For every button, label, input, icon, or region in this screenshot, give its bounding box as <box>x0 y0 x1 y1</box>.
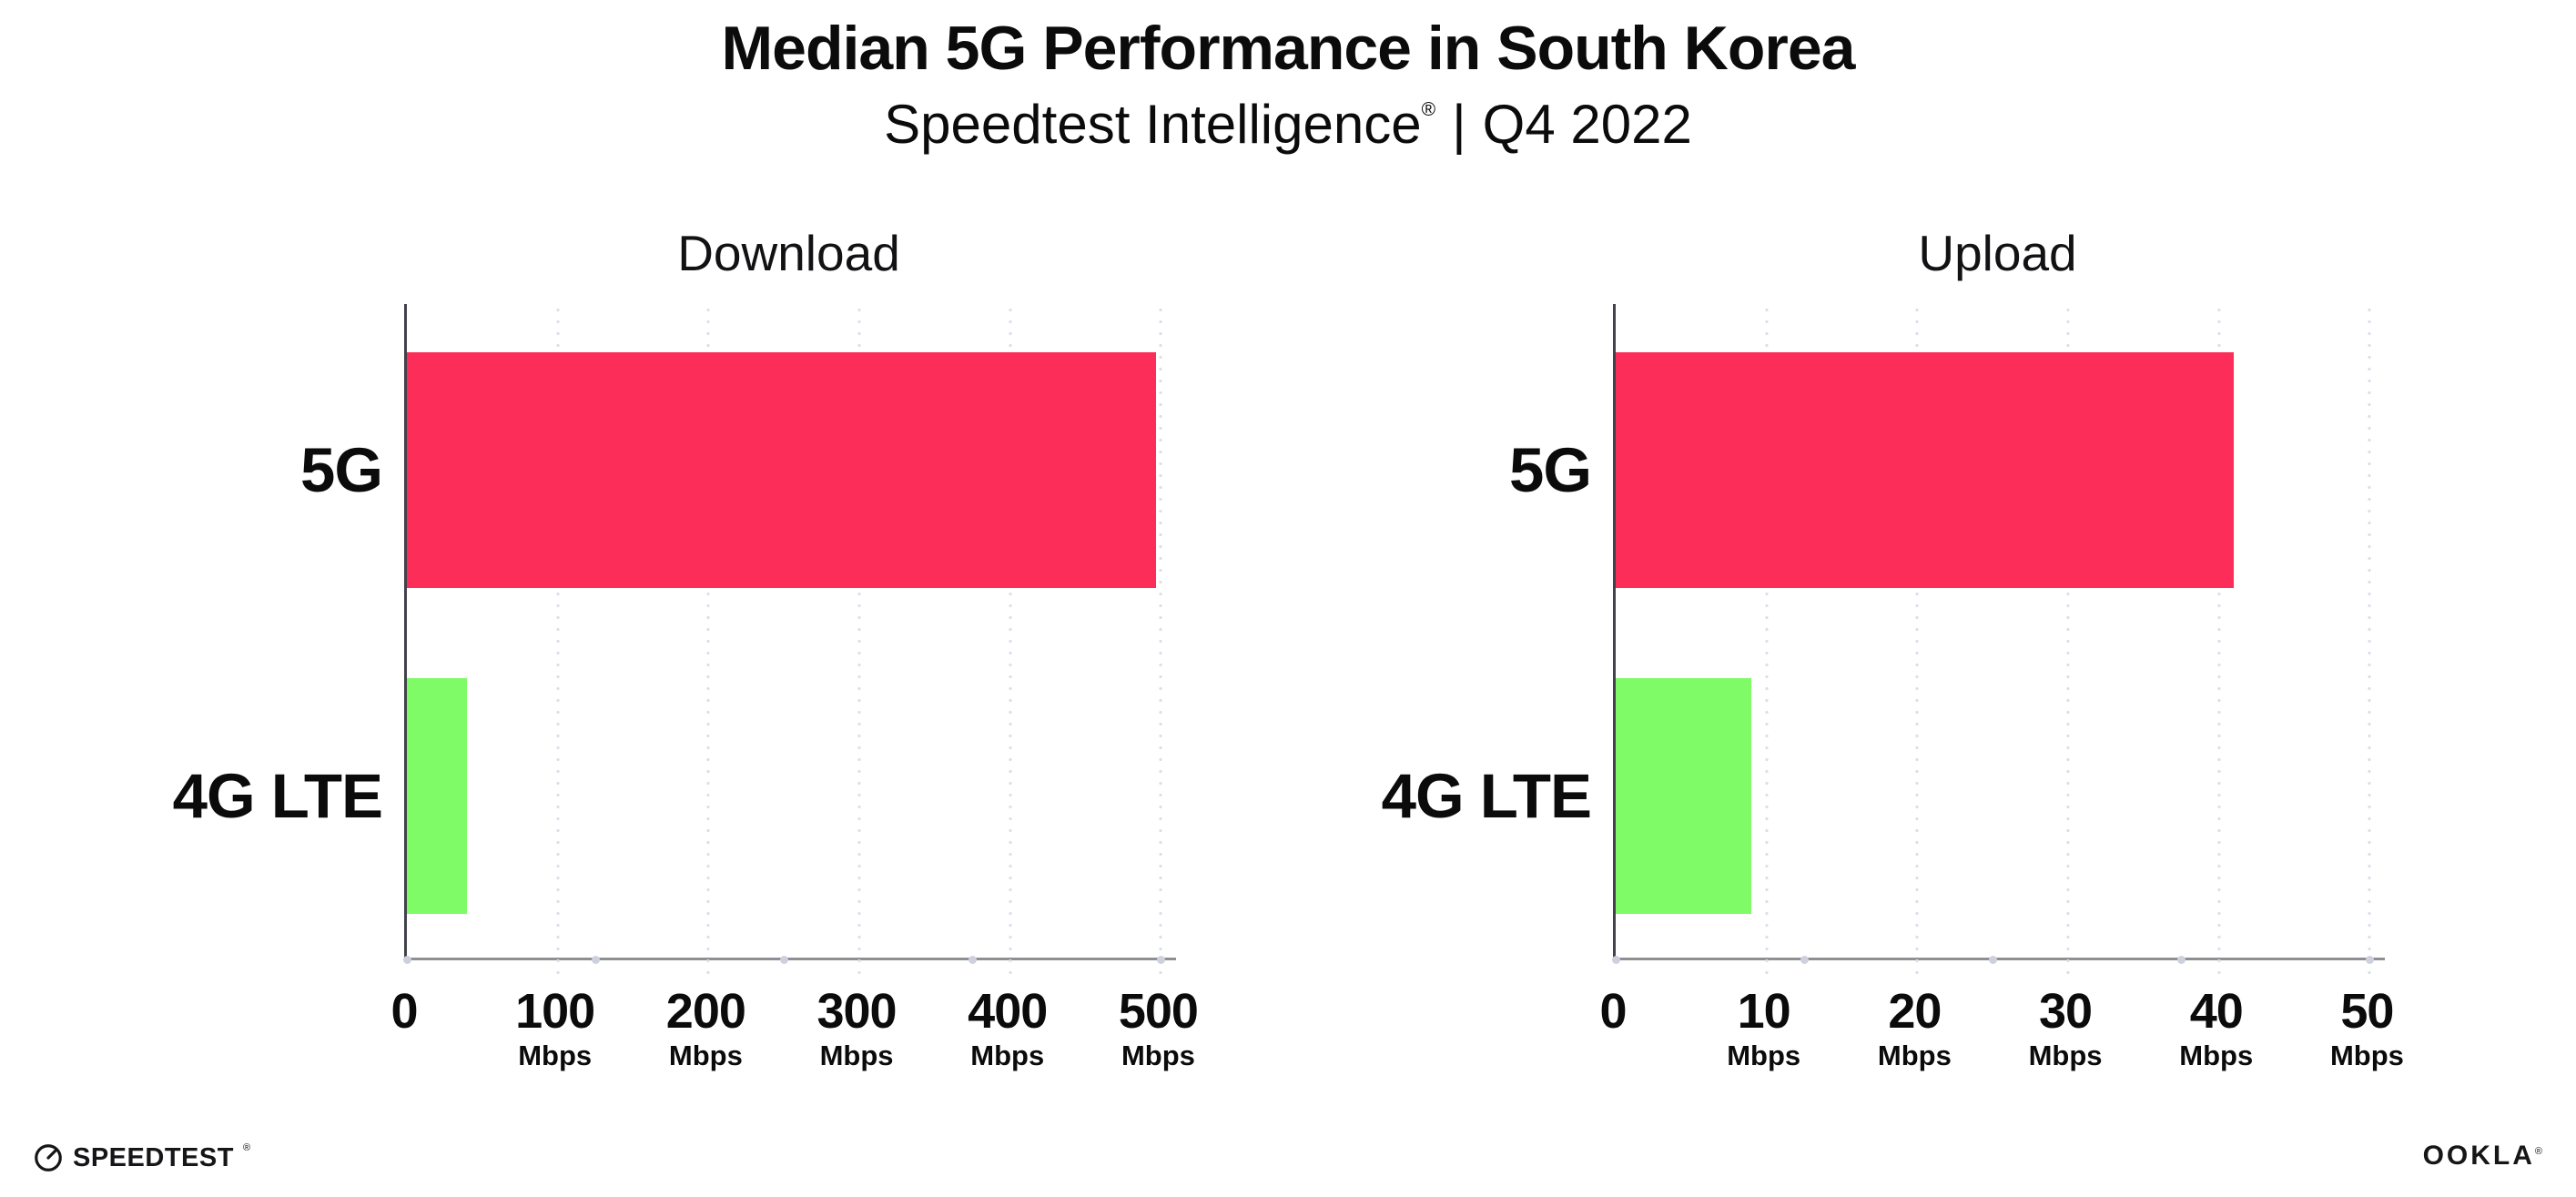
x-tick-value: 0 <box>1599 984 1627 1039</box>
category-label-4g-lte: 4G LTE <box>1381 760 1592 831</box>
x-tick-unit: Mbps <box>2179 1040 2254 1071</box>
axis-quarter-dot <box>402 956 411 964</box>
x-tick: 30 Mbps <box>2029 987 2103 1070</box>
x-tick: 20 Mbps <box>1878 987 1952 1070</box>
x-tick-unit: Mbps <box>1121 1040 1195 1071</box>
x-tick: 0 <box>1599 984 1627 1039</box>
x-tick: 100 Mbps <box>515 984 595 1071</box>
x-tick-value: 20 <box>1888 984 1942 1039</box>
panel-title-download: Download <box>677 225 900 281</box>
plot-area-download <box>402 304 1176 974</box>
x-tick: 0 <box>390 984 418 1039</box>
ookla-wordmark: OOKLA <box>2422 1141 2535 1171</box>
gridline-500 <box>1159 304 1163 974</box>
x-axis-ticks: 0 10 Mbps 20 Mbps 30 Mbps 40 Mbps 50 Mbps <box>1599 987 2403 1105</box>
x-axis-ticks: 0 100 Mbps 200 Mbps 300 Mbps 400 Mbps 500 Mbps <box>390 984 1199 1105</box>
x-tick-value: 400 <box>968 984 1048 1039</box>
x-tick-value: 500 <box>1118 984 1199 1039</box>
x-tick-value: 0 <box>390 984 418 1039</box>
x-tick: 40 Mbps <box>2179 987 2253 1070</box>
gridline-300 <box>857 304 862 974</box>
x-tick: 10 Mbps <box>1727 987 1800 1070</box>
speedtest-gauge-icon <box>35 1144 62 1172</box>
subtitle-separator: | <box>1452 94 1466 155</box>
axis-quarter-dot <box>591 956 600 964</box>
x-tick-unit: Mbps <box>1877 1040 1952 1071</box>
axis-quarter-dot <box>1156 956 1165 964</box>
axis-quarter-dot <box>2365 956 2374 964</box>
axis-quarter-dot <box>2176 956 2186 964</box>
ookla-registered-mark: ® <box>2534 1146 2545 1157</box>
gridline-50 <box>2368 304 2372 974</box>
axis-quarter-dot <box>968 956 977 964</box>
gridline-100 <box>555 304 560 974</box>
speedtest-wordmark: SPEEDTEST <box>73 1142 234 1172</box>
x-tick-unit: Mbps <box>2028 1040 2103 1071</box>
panel-title-upload: Upload <box>1918 225 2077 281</box>
speedtest-logo: SPEEDTEST ® <box>33 1142 250 1173</box>
axis-quarter-dot <box>1988 956 1997 964</box>
x-tick-unit: Mbps <box>518 1040 593 1071</box>
category-label-5g: 5G <box>1508 434 1592 505</box>
category-label-5g: 5G <box>299 434 383 505</box>
x-tick-unit: Mbps <box>1727 1040 1801 1071</box>
subtitle-brand: Speedtest Intelligence <box>884 94 1422 155</box>
x-tick-value: 30 <box>2039 984 2093 1039</box>
registered-mark: ® <box>1421 99 1436 120</box>
ookla-logo: OOKLA® <box>2423 1141 2545 1172</box>
speedtest-registered-mark: ® <box>242 1142 251 1153</box>
x-tick-unit: Mbps <box>970 1040 1045 1071</box>
x-tick-unit: Mbps <box>819 1040 894 1071</box>
gridline-200 <box>706 304 711 974</box>
chart-subtitle: Speedtest Intelligence® | Q4 2022 <box>0 93 2576 156</box>
gridline-20 <box>1915 304 1920 974</box>
x-tick: 50 Mbps <box>2330 987 2404 1070</box>
gridline-400 <box>1008 304 1012 974</box>
axis-quarter-dot <box>779 956 788 964</box>
gridline-40 <box>2216 304 2221 974</box>
x-tick-value: 100 <box>515 984 595 1039</box>
x-tick: 300 Mbps <box>816 984 897 1071</box>
bar-4g-lte <box>407 678 468 914</box>
subtitle-period: Q4 2022 <box>1482 94 1692 155</box>
bar-5g <box>407 352 1157 588</box>
plot-area-upload <box>1611 304 2385 974</box>
x-tick: 400 Mbps <box>968 984 1048 1071</box>
x-tick: 200 Mbps <box>665 984 746 1071</box>
bar-4g-lte <box>1616 678 1752 914</box>
axis-quarter-dot <box>1611 956 1620 964</box>
category-label-4g-lte: 4G LTE <box>172 760 383 831</box>
x-tick-value: 300 <box>816 984 897 1039</box>
chart-title: Median 5G Performance in South Korea <box>721 14 1856 83</box>
bar-5g <box>1616 352 2235 588</box>
axis-quarter-dot <box>1800 956 1809 964</box>
x-tick-unit: Mbps <box>2329 1040 2404 1071</box>
x-tick-value: 50 <box>2340 984 2394 1039</box>
gridline-10 <box>1764 304 1769 974</box>
x-tick: 500 Mbps <box>1118 984 1199 1071</box>
x-tick-unit: Mbps <box>668 1040 743 1071</box>
x-tick-value: 200 <box>665 984 746 1039</box>
gridline-30 <box>2066 304 2071 974</box>
x-tick-value: 10 <box>1737 984 1791 1039</box>
x-tick-value: 40 <box>2189 984 2244 1039</box>
